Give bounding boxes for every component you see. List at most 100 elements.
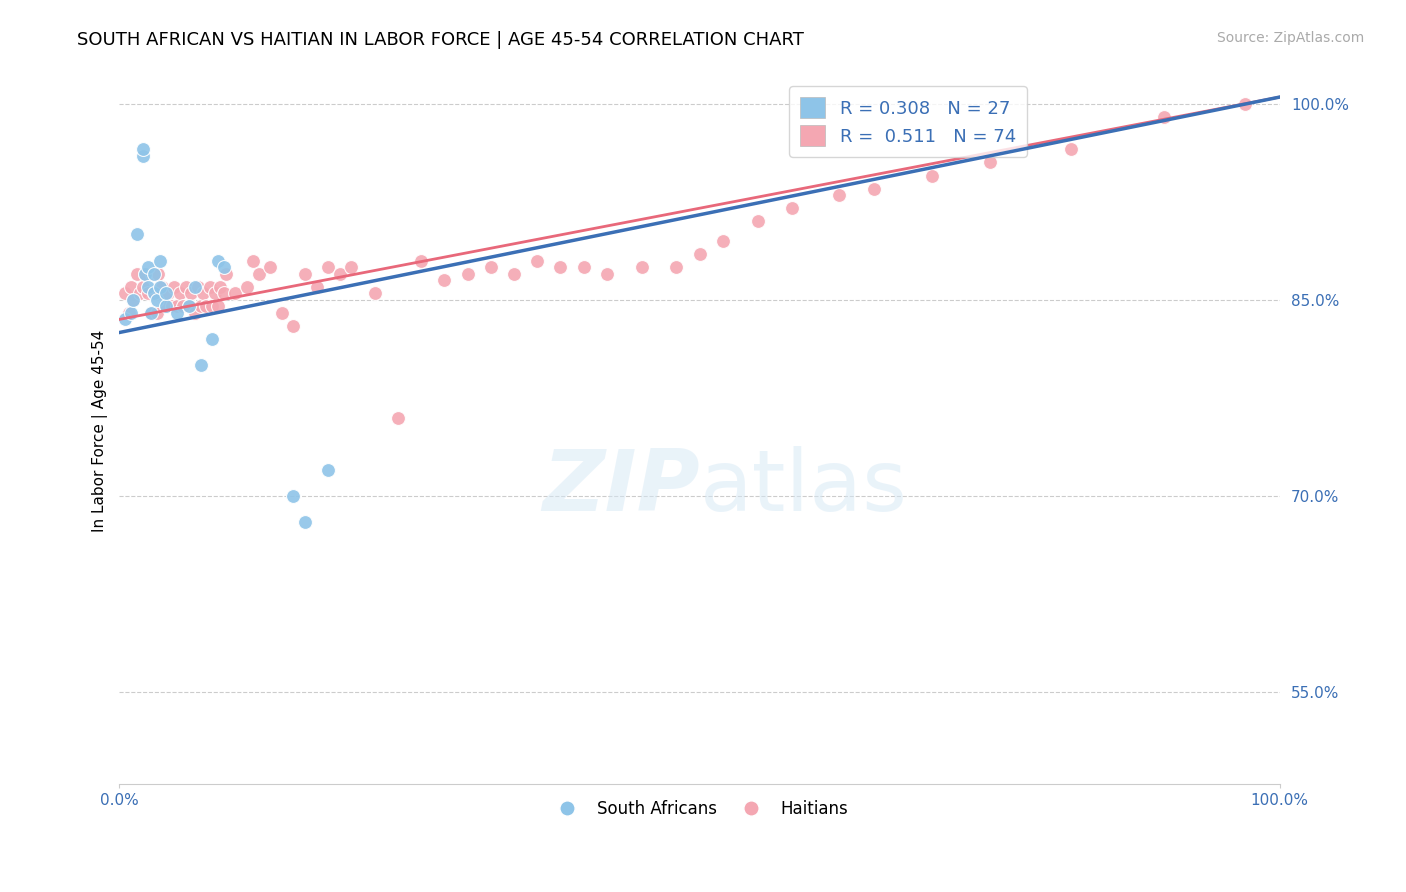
Point — [329, 267, 352, 281]
Point — [122, 293, 145, 307]
Text: atlas: atlas — [700, 446, 908, 529]
Point — [387, 410, 409, 425]
Point — [138, 260, 160, 274]
Point — [155, 286, 177, 301]
Point — [212, 286, 235, 301]
Point — [283, 318, 305, 333]
Point — [180, 286, 202, 301]
Point — [572, 260, 595, 274]
Point — [747, 214, 769, 228]
Point — [114, 286, 136, 301]
Point — [204, 286, 226, 301]
Point — [190, 299, 212, 313]
Point — [247, 267, 270, 281]
Point — [503, 267, 526, 281]
Point — [711, 234, 734, 248]
Point — [146, 267, 169, 281]
Point — [596, 267, 619, 281]
Point — [294, 515, 316, 529]
Point — [526, 253, 548, 268]
Point — [270, 306, 292, 320]
Point — [150, 279, 173, 293]
Text: ZIP: ZIP — [541, 446, 700, 529]
Point — [187, 279, 209, 293]
Point — [305, 279, 328, 293]
Point — [190, 358, 212, 372]
Point — [209, 279, 232, 293]
Point — [172, 299, 194, 313]
Point — [145, 293, 167, 307]
Point — [177, 299, 200, 313]
Point — [129, 286, 152, 301]
Point — [143, 267, 166, 281]
Point — [191, 286, 214, 301]
Point — [921, 169, 943, 183]
Point — [131, 142, 153, 156]
Point — [134, 267, 156, 281]
Point — [316, 260, 339, 274]
Point — [242, 253, 264, 268]
Point — [134, 267, 156, 281]
Point — [114, 312, 136, 326]
Point — [283, 489, 305, 503]
Point — [131, 149, 153, 163]
Point — [689, 247, 711, 261]
Point — [236, 279, 259, 293]
Point — [120, 279, 142, 293]
Point — [177, 299, 200, 313]
Point — [184, 279, 207, 293]
Point — [138, 286, 160, 301]
Point — [157, 286, 180, 301]
Point — [212, 260, 235, 274]
Point — [143, 286, 166, 301]
Point — [828, 188, 851, 202]
Y-axis label: In Labor Force | Age 45-54: In Labor Force | Age 45-54 — [93, 329, 108, 532]
Point — [201, 299, 224, 313]
Point — [1233, 96, 1256, 111]
Point — [479, 260, 502, 274]
Point — [131, 279, 153, 293]
Point — [122, 293, 145, 307]
Point — [139, 306, 162, 320]
Point — [155, 299, 177, 313]
Point — [224, 286, 246, 301]
Point — [433, 273, 456, 287]
Point — [201, 332, 224, 346]
Point — [149, 279, 172, 293]
Legend: South Africans, Haitians: South Africans, Haitians — [544, 794, 855, 825]
Point — [195, 299, 218, 313]
Point — [184, 306, 207, 320]
Point — [862, 181, 884, 195]
Point — [550, 260, 572, 274]
Point — [630, 260, 652, 274]
Point — [139, 306, 162, 320]
Point — [145, 306, 167, 320]
Point — [457, 267, 479, 281]
Point — [120, 306, 142, 320]
Point — [411, 253, 433, 268]
Point — [160, 299, 183, 313]
Point — [364, 286, 387, 301]
Point — [138, 279, 160, 293]
Point — [316, 463, 339, 477]
Point — [149, 253, 172, 268]
Point — [259, 260, 281, 274]
Point — [198, 279, 221, 293]
Point — [149, 286, 172, 301]
Text: Source: ZipAtlas.com: Source: ZipAtlas.com — [1216, 31, 1364, 45]
Point — [174, 279, 197, 293]
Point — [1153, 110, 1175, 124]
Point — [979, 155, 1001, 169]
Point — [215, 267, 238, 281]
Point — [169, 286, 191, 301]
Point — [340, 260, 363, 274]
Point — [665, 260, 688, 274]
Point — [166, 299, 188, 313]
Point — [118, 306, 141, 320]
Point — [1060, 142, 1083, 156]
Point — [125, 267, 148, 281]
Point — [207, 299, 229, 313]
Point — [782, 201, 804, 215]
Point — [207, 253, 229, 268]
Point — [141, 267, 163, 281]
